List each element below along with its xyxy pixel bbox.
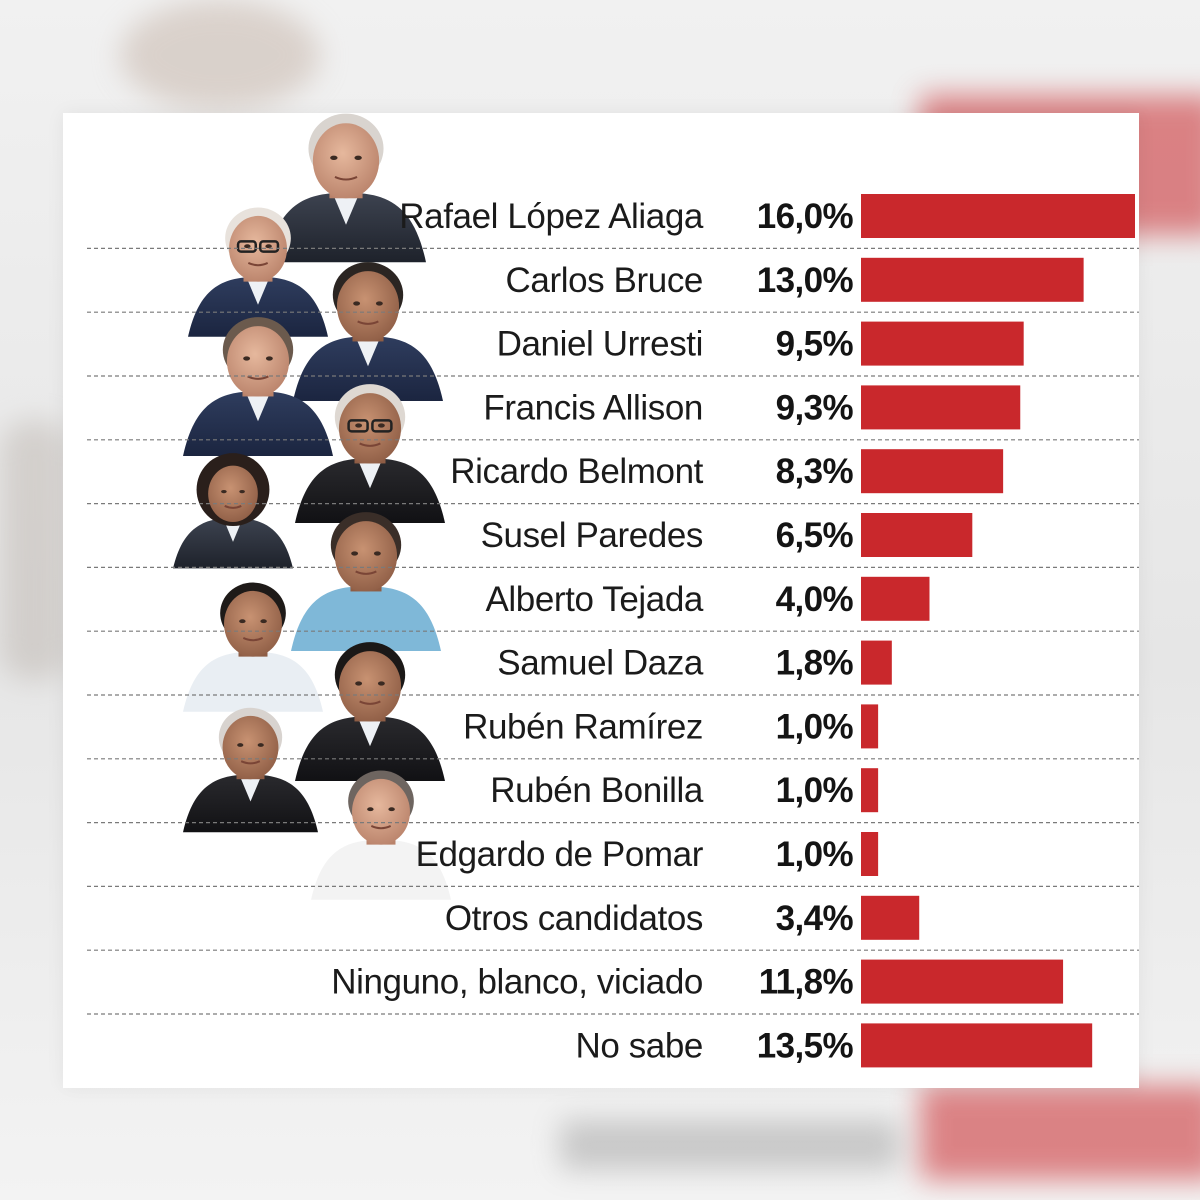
chart-rows: Rafael López Aliaga 16,0% Carlos Bruce 13,0…: [87, 194, 1139, 1068]
blurred-background-bar-bottom: [920, 1085, 1200, 1180]
candidate-label: Ninguno, blanco, viciado: [331, 963, 703, 1002]
chart-row: Edgardo de Pomar 1,0%: [87, 832, 1139, 888]
portrait-ruben-bonilla: [183, 707, 318, 833]
candidate-label: Rubén Bonilla: [490, 771, 704, 810]
chart-row: Ninguno, blanco, viciado 11,8%: [87, 959, 1139, 1015]
candidate-label: Rafael López Aliaga: [399, 197, 704, 236]
bar: [861, 640, 892, 685]
value-label: 3,4%: [776, 899, 854, 938]
candidate-label: Daniel Urresti: [497, 325, 703, 364]
bar: [861, 385, 1021, 430]
chart-row: No sabe 13,5%: [575, 1023, 1093, 1068]
candidate-label: Rubén Ramírez: [463, 707, 703, 746]
bar: [861, 576, 930, 621]
bar: [861, 449, 1004, 494]
candidate-photos: [173, 113, 451, 900]
portrait-samuel-daza: [183, 582, 323, 712]
candidate-label: Ricardo Belmont: [450, 452, 703, 491]
portrait-ruben-ramirez: [295, 642, 445, 781]
bar: [861, 895, 920, 940]
value-label: 8,3%: [776, 452, 854, 491]
bar: [861, 257, 1084, 302]
value-label: 11,8%: [759, 963, 854, 1002]
value-label: 13,0%: [757, 261, 854, 300]
bar: [861, 832, 879, 876]
bar: [861, 321, 1024, 366]
blurred-background-photo: [120, 0, 320, 110]
candidate-label: Carlos Bruce: [506, 261, 704, 300]
chart-row: Rubén Ramírez 1,0%: [87, 704, 1139, 760]
candidate-label: Susel Paredes: [481, 516, 703, 555]
bar: [861, 513, 973, 557]
bar: [861, 768, 879, 813]
value-label: 16,0%: [757, 197, 854, 236]
value-label: 1,0%: [776, 771, 854, 810]
blurred-background-text: [560, 1120, 900, 1170]
value-label: 1,8%: [776, 644, 854, 683]
portrait-susel-paredes: [173, 453, 293, 569]
portrait-alberto-tejada: [291, 512, 441, 651]
value-label: 1,0%: [776, 835, 854, 874]
chart-row: Alberto Tejada 4,0%: [87, 576, 1139, 632]
portrait-ricardo-belmont: [295, 384, 445, 523]
portrait-daniel-urresti: [293, 262, 443, 401]
value-label: 1,0%: [776, 707, 854, 746]
candidate-label: Otros candidatos: [445, 899, 703, 938]
value-label: 9,3%: [776, 388, 854, 427]
poll-bar-chart: Rafael López Aliaga 16,0% Carlos Bruce 13,0…: [87, 113, 1139, 1068]
value-label: 4,0%: [776, 580, 854, 619]
chart-row: Francis Allison 9,3%: [87, 385, 1139, 441]
bar: [861, 959, 1064, 1004]
candidate-label: No sabe: [575, 1026, 703, 1065]
bar: [861, 194, 1135, 238]
chart-row: Otros candidatos 3,4%: [87, 895, 1139, 951]
value-label: 13,5%: [757, 1026, 854, 1065]
candidate-label: Alberto Tejada: [485, 580, 703, 619]
chart-row: Daniel Urresti 9,5%: [87, 321, 1139, 377]
portrait-edgardo-de-pomar: [311, 770, 451, 900]
candidate-label: Samuel Daza: [497, 644, 704, 683]
chart-row: Susel Paredes 6,5%: [87, 513, 1139, 568]
poll-card: Rafael López Aliaga 16,0% Carlos Bruce 13,0…: [63, 113, 1139, 1088]
chart-row: Rubén Bonilla 1,0%: [87, 768, 1139, 824]
value-label: 6,5%: [776, 516, 854, 555]
chart-row: Carlos Bruce 13,0%: [87, 257, 1139, 313]
chart-row: Rafael López Aliaga 16,0%: [87, 194, 1139, 249]
value-label: 9,5%: [776, 325, 854, 364]
portrait-rafael-lopez-aliaga: [266, 113, 426, 263]
candidate-label: Edgardo de Pomar: [416, 835, 704, 874]
bar: [861, 1023, 1093, 1068]
chart-row: Samuel Daza 1,8%: [87, 640, 1139, 696]
bar: [861, 704, 879, 749]
blurred-background-side-photo: [0, 420, 70, 680]
candidate-label: Francis Allison: [483, 388, 703, 427]
chart-row: Ricardo Belmont 8,3%: [87, 449, 1139, 505]
